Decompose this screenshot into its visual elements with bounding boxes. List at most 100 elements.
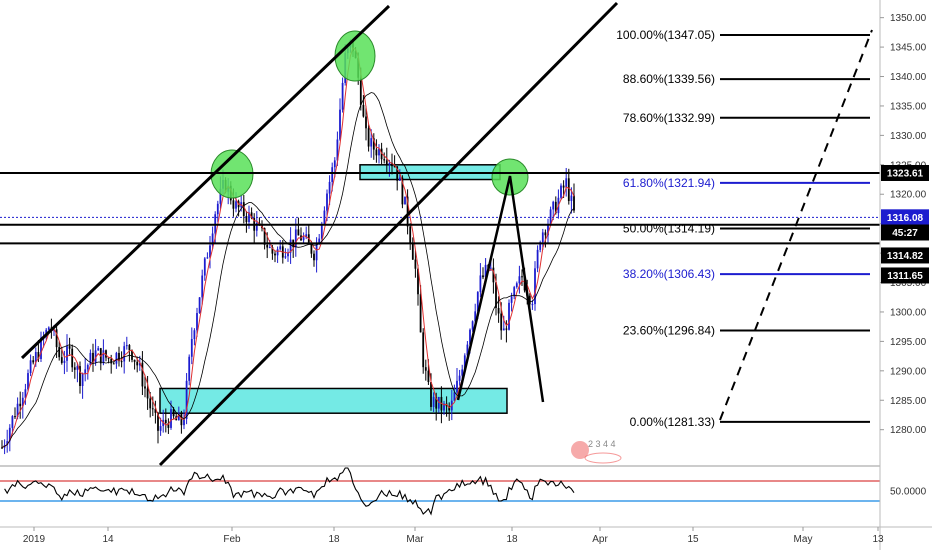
price-badge (881, 209, 929, 226)
fib-level-label: 61.80%(1321.94) (623, 176, 715, 190)
price-tick-label[interactable]: 1320.00 (890, 190, 927, 201)
candle-body (432, 396, 435, 407)
candle-body (515, 283, 518, 288)
price-badge-label: 1323.61 (887, 168, 924, 179)
candle-body (489, 267, 492, 269)
time-tick-label[interactable]: 2019 (23, 534, 46, 545)
candle-body (385, 160, 388, 165)
candle-body (97, 348, 100, 351)
price-tick-label[interactable]: 1280.00 (890, 425, 927, 436)
candle-body (424, 367, 427, 371)
candle-body (55, 329, 58, 348)
candle-body (27, 373, 29, 390)
candle-body (37, 352, 40, 359)
candle-body (391, 162, 393, 167)
candle-body (105, 350, 107, 358)
candle-body (245, 216, 248, 223)
fibonacci-levels: 100.00%(1347.05) 88.60%(1339.56) 78.60%(13… (616, 28, 870, 429)
fib-level-label: 23.60%(1296.84) (623, 324, 715, 338)
candle-body (427, 370, 430, 383)
candle-body (336, 139, 339, 161)
price-badge (881, 164, 929, 181)
candle-body (443, 403, 445, 411)
candle-body (310, 242, 313, 254)
candle-body (331, 167, 334, 182)
candle-body (406, 196, 409, 227)
candle-body (513, 287, 516, 297)
candle-body (193, 330, 196, 340)
price-tick-label[interactable]: 1305.00 (890, 278, 927, 289)
candle-body (58, 347, 61, 358)
price-badge (881, 267, 929, 284)
candle-body (138, 362, 141, 366)
candle-body (149, 398, 152, 409)
candle-body (206, 257, 209, 259)
candle-body (500, 313, 503, 331)
candle-body (456, 380, 458, 393)
candle-body (102, 350, 105, 364)
price-tick-label[interactable]: 1345.00 (890, 43, 927, 54)
candle-body (66, 346, 68, 361)
candle-body (367, 128, 370, 147)
price-tick-label[interactable]: 1340.00 (890, 72, 927, 83)
time-tick-label[interactable]: 18 (506, 534, 518, 545)
candle-body (302, 237, 305, 241)
candle-body (6, 441, 9, 446)
time-tick-label[interactable]: Feb (223, 534, 241, 545)
time-tick-label[interactable]: 13 (872, 534, 884, 545)
candle-body (154, 408, 157, 413)
candle-body (8, 427, 11, 442)
price-tick-label[interactable]: 1285.00 (890, 396, 927, 407)
price-tick-label[interactable]: 1335.00 (890, 101, 927, 112)
candle-body (14, 416, 16, 418)
channel-upper-line (20, 4, 391, 360)
time-tick-label[interactable]: 14 (102, 534, 114, 545)
price-tick-label[interactable]: 1350.00 (890, 13, 927, 24)
candle-body (24, 389, 27, 398)
candle-body (136, 361, 139, 366)
time-tick-label[interactable]: 15 (687, 534, 699, 545)
time-tick-label[interactable]: 18 (328, 534, 340, 545)
time-tick-label[interactable]: Mar (406, 534, 424, 545)
fib-level-label: 50.00%(1314.19) (623, 221, 715, 235)
fib-level-label: 0.00%(1281.33) (630, 415, 715, 429)
candle-body (177, 413, 180, 421)
candle-body (232, 200, 235, 209)
candle-body (320, 223, 323, 239)
price-tick-label[interactable]: 1330.00 (890, 131, 927, 142)
candle-body (60, 357, 63, 363)
price-tick-label[interactable]: 1290.00 (890, 366, 927, 377)
time-tick-label[interactable]: May (794, 534, 813, 545)
price-tick-label[interactable]: 1300.00 (890, 307, 927, 318)
candle-body (21, 397, 24, 407)
candle-body (146, 388, 149, 399)
price-badge-label: 45:27 (892, 228, 918, 239)
candle-body (398, 177, 401, 181)
candle-body (565, 178, 568, 188)
candle-body (268, 247, 271, 249)
candle-body (492, 267, 495, 283)
price-tick-label[interactable]: 1295.00 (890, 337, 927, 348)
candle-body (502, 328, 505, 331)
candle-body (294, 229, 297, 248)
candle-body (203, 258, 206, 276)
fib-level-label: 88.60%(1339.56) (623, 72, 715, 86)
candle-body (573, 195, 575, 211)
candle-body (409, 226, 412, 244)
time-tick-label[interactable]: Apr (592, 534, 608, 545)
candle-body (562, 185, 565, 188)
candle-body (370, 138, 373, 147)
candle-body (372, 138, 375, 150)
candle-body (86, 365, 89, 370)
candle-body (393, 166, 396, 168)
candle-body (435, 396, 438, 409)
channel-lower-line (158, 1, 619, 467)
candle-body (417, 268, 419, 295)
candle-body (375, 149, 378, 156)
candle-body (196, 313, 198, 331)
candle-body (71, 348, 74, 368)
candle-body (482, 275, 484, 278)
candle-body (328, 181, 331, 194)
fib-level-label: 38.20%(1306.43) (623, 267, 715, 281)
fast-moving-average-line (1, 47, 575, 448)
